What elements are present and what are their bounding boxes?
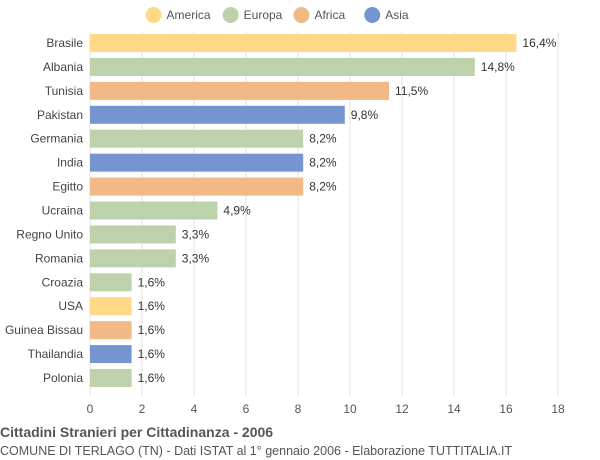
bar-pakistan <box>90 105 345 124</box>
x-tick-label: 18 <box>551 402 565 416</box>
value-label: 14,8% <box>481 60 515 74</box>
bar-germania <box>90 129 304 148</box>
bar-croazia <box>90 273 132 292</box>
chart-title: Cittadini Stranieri per Cittadinanza - 2… <box>0 424 274 440</box>
x-tick-label: 14 <box>447 402 461 416</box>
category-label: USA <box>58 299 83 313</box>
x-axis: 0 2 4 6 8 10 12 14 16 18 <box>87 402 565 416</box>
value-label: 1,6% <box>138 347 166 361</box>
legend-swatch-africa <box>293 7 310 23</box>
bar-regno-unito <box>90 225 176 244</box>
x-tick-label: 6 <box>243 402 250 416</box>
category-label: India <box>57 156 83 170</box>
legend-label-europa: Europa <box>244 8 283 22</box>
value-label: 9,8% <box>351 108 379 122</box>
x-tick-label: 12 <box>395 402 409 416</box>
category-label: Germania <box>30 132 83 146</box>
value-label: 4,9% <box>223 204 251 218</box>
bar-guinea-bissau <box>90 321 132 340</box>
x-tick-label: 0 <box>87 402 94 416</box>
bar-egitto <box>90 177 304 196</box>
chart-subtitle: COMUNE DI TERLAGO (TN) - Dati ISTAT al 1… <box>0 444 513 458</box>
category-label: Romania <box>35 251 83 265</box>
category-label: Egitto <box>52 180 83 194</box>
bars: Brasile 16,4% Albania 14,8% Tunisia 11,5% Paki… <box>5 34 557 388</box>
category-label: Tunisia <box>45 84 84 98</box>
legend-label-africa: Africa <box>314 8 345 22</box>
category-label: Ucraina <box>42 204 84 218</box>
x-tick-label: 2 <box>139 402 146 416</box>
category-label: Guinea Bissau <box>5 323 83 337</box>
legend-label-asia: Asia <box>385 8 409 22</box>
legend-swatch-asia <box>364 7 381 23</box>
value-label: 8,2% <box>309 180 337 194</box>
x-tick-label: 10 <box>343 402 357 416</box>
legend: America Europa Africa Asia <box>145 7 409 23</box>
value-label: 1,6% <box>138 299 166 313</box>
category-label: Pakistan <box>37 108 83 122</box>
bar-chart: America Europa Africa Asia Brasile 16,4% Alba… <box>5 7 565 416</box>
value-label: 3,3% <box>182 251 210 265</box>
legend-label-america: America <box>167 8 211 22</box>
value-label: 1,6% <box>138 323 166 337</box>
category-label: Brasile <box>46 36 83 50</box>
x-tick-label: 4 <box>191 402 198 416</box>
legend-swatch-america <box>145 7 162 23</box>
legend-swatch-europa <box>222 7 239 23</box>
category-label: Croazia <box>42 275 84 289</box>
value-label: 1,6% <box>138 371 166 385</box>
bar-tunisia <box>90 81 389 100</box>
value-label: 3,3% <box>182 227 210 241</box>
value-label: 8,2% <box>309 156 337 170</box>
value-label: 16,4% <box>522 36 556 50</box>
bar-brasile <box>90 34 517 52</box>
value-label: 11,5% <box>395 84 428 98</box>
x-tick-label: 8 <box>295 402 302 416</box>
value-label: 8,2% <box>309 132 337 146</box>
x-tick-label: 16 <box>499 402 513 416</box>
category-label: Polonia <box>43 371 83 385</box>
category-label: Thailandia <box>28 347 84 361</box>
bar-romania <box>90 249 176 268</box>
bar-thailandia <box>90 345 132 364</box>
bar-india <box>90 153 304 172</box>
bar-albania <box>90 57 475 76</box>
bar-usa <box>90 297 132 316</box>
value-label: 1,6% <box>138 275 166 289</box>
category-label: Regno Unito <box>16 227 83 241</box>
bar-polonia <box>90 369 132 388</box>
bar-ucraina <box>90 201 218 220</box>
category-label: Albania <box>43 60 83 74</box>
